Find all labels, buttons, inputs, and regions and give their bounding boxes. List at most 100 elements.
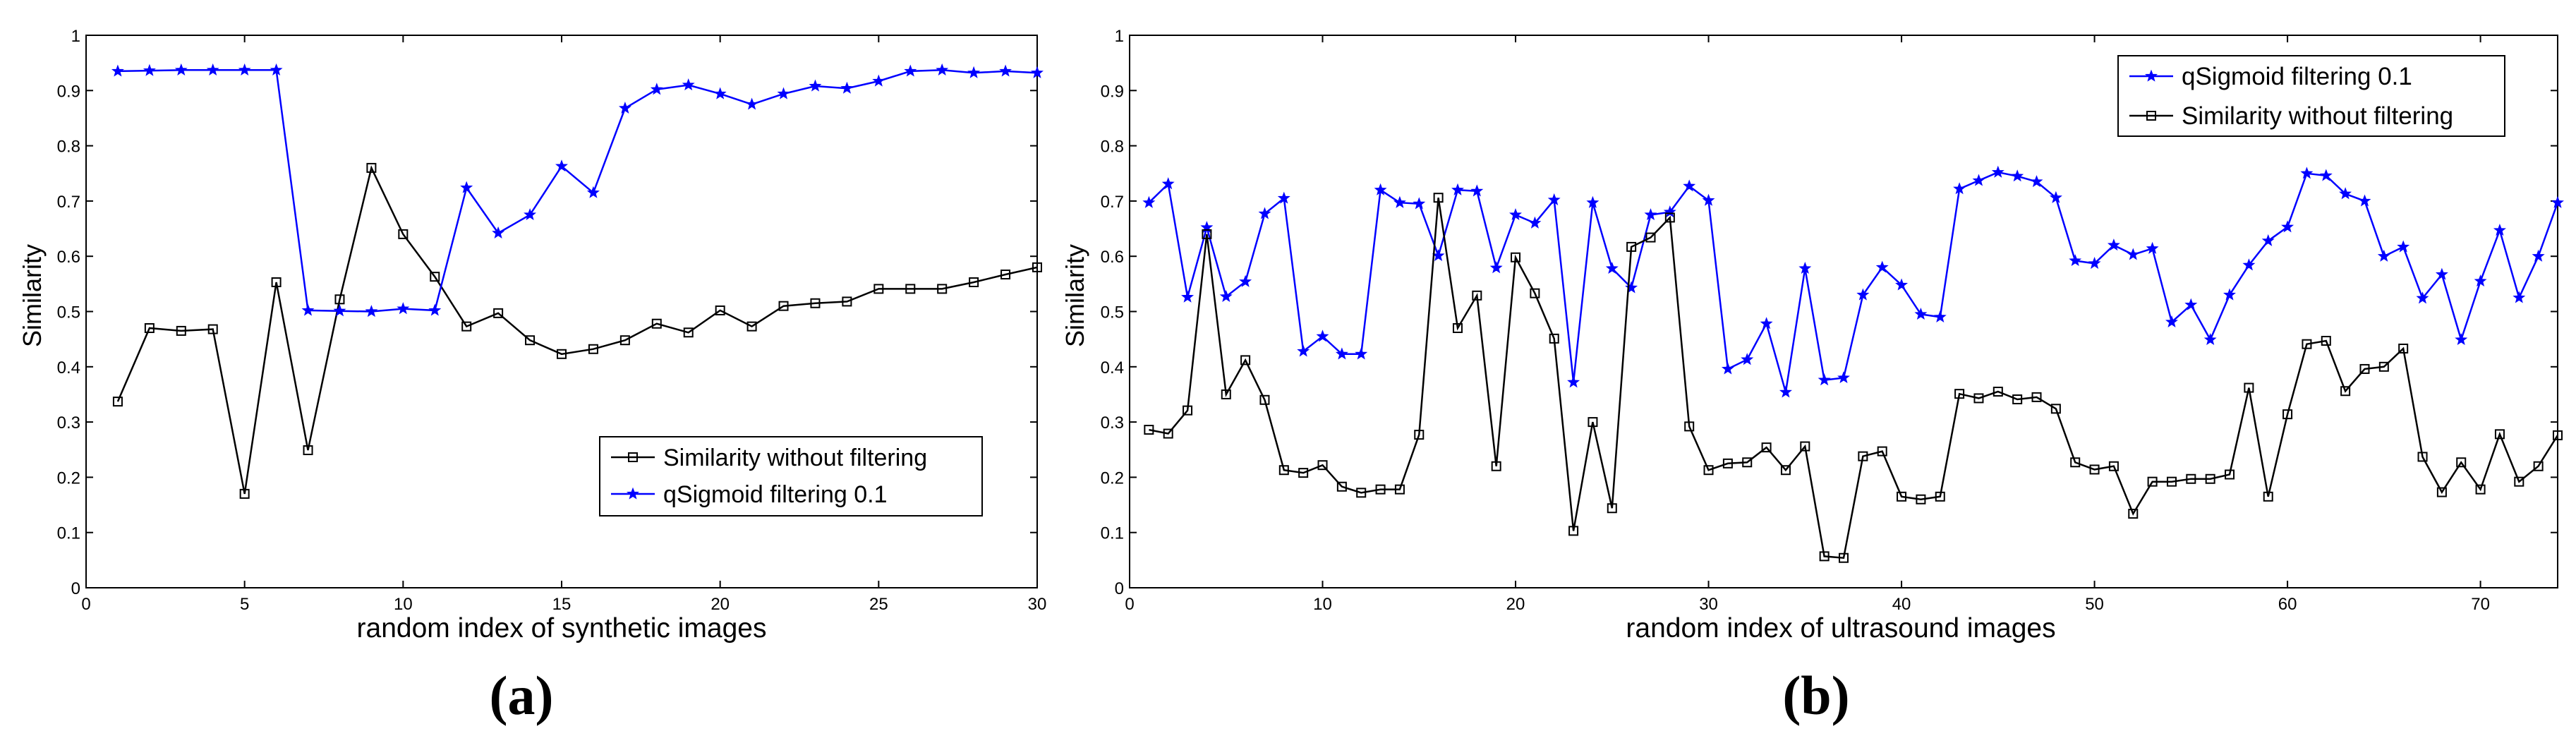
data-point <box>2070 457 2081 468</box>
data-point <box>1683 179 1696 192</box>
data-point <box>1972 174 1985 186</box>
data-point <box>2455 332 2468 346</box>
data-point <box>1916 494 1926 505</box>
x-tick-label: 15 <box>552 595 572 614</box>
data-point <box>1278 465 1289 476</box>
data-point <box>1954 389 1965 399</box>
data-point <box>2050 404 2061 414</box>
data-point <box>967 66 981 78</box>
data-point <box>1375 484 1386 495</box>
data-point <box>2012 394 2023 404</box>
data-point <box>1645 232 1656 243</box>
data-point <box>1202 229 1212 239</box>
data-point <box>1163 428 1173 439</box>
data-point <box>1973 393 1984 404</box>
data-point <box>1742 457 1753 468</box>
data-point <box>334 294 345 305</box>
series-line <box>1149 198 2559 560</box>
y-tick-label: 0.3 <box>1101 413 1124 433</box>
x-tick-label: 0 <box>81 595 90 614</box>
data-point <box>1703 465 1714 476</box>
x-tick-label: 40 <box>1892 595 1911 614</box>
data-point <box>2377 249 2390 262</box>
data-point <box>2533 461 2544 471</box>
data-point <box>1183 405 1193 416</box>
data-point <box>270 63 283 76</box>
data-point <box>2127 248 2140 260</box>
data-point <box>1702 193 1715 206</box>
data-point <box>1549 333 1559 344</box>
data-point <box>872 74 885 87</box>
data-point <box>2128 509 2139 519</box>
data-point <box>1000 270 1011 280</box>
data-point <box>715 305 725 315</box>
data-point <box>493 308 504 318</box>
legend-label: Similarity without filtering <box>663 445 927 471</box>
data-point <box>239 488 250 499</box>
panel-label: (a) <box>490 665 554 726</box>
data-point <box>809 79 822 92</box>
y-tick-label: 0 <box>1115 579 1124 598</box>
x-tick-label: 30 <box>1699 595 1718 614</box>
data-point <box>1586 195 1600 208</box>
data-point <box>650 83 663 95</box>
data-point <box>2551 195 2564 208</box>
y-tick-label: 0.1 <box>57 524 80 543</box>
data-point <box>366 162 377 173</box>
data-point <box>2088 256 2101 270</box>
data-point <box>1452 322 1463 333</box>
data-point <box>1221 389 1231 399</box>
data-point <box>1798 261 1812 274</box>
data-point <box>2359 363 2370 374</box>
data-point <box>1568 526 1579 536</box>
y-tick-label: 0.5 <box>57 303 80 322</box>
data-point <box>1258 207 1271 219</box>
data-point <box>2281 220 2294 233</box>
data-point <box>1336 481 1347 492</box>
data-point <box>397 302 410 315</box>
chart-a: Similarity random index of synthetic ima… <box>18 27 1046 726</box>
data-point <box>2049 191 2062 203</box>
data-point <box>1259 394 1270 405</box>
data-point <box>1433 193 1444 203</box>
data-point <box>2358 194 2371 207</box>
data-point <box>271 277 282 288</box>
data-point <box>1374 183 1387 195</box>
data-point <box>2282 409 2293 420</box>
data-point <box>1761 442 1772 453</box>
data-point <box>2378 361 2389 372</box>
y-tick-label: 0.2 <box>1101 469 1124 488</box>
data-point <box>777 87 790 99</box>
data-point <box>1818 373 1831 386</box>
data-point <box>746 321 757 332</box>
data-point <box>2436 487 2447 497</box>
data-point <box>936 63 949 76</box>
data-point <box>1547 193 1561 205</box>
data-point <box>2107 238 2120 251</box>
legend-marker <box>2146 111 2156 121</box>
y-tick-label: 0.2 <box>57 469 80 488</box>
y-tick-label: 0.8 <box>1101 138 1124 157</box>
y-tick-label: 0.6 <box>1101 248 1124 267</box>
data-point <box>1819 551 1830 562</box>
data-point <box>969 277 979 288</box>
data-point <box>2475 484 2486 495</box>
data-point <box>2321 335 2331 346</box>
y-tick-label: 0.4 <box>57 358 80 378</box>
data-point <box>1721 362 1734 375</box>
data-point <box>2553 430 2563 440</box>
data-point <box>430 272 440 282</box>
data-point <box>682 78 695 91</box>
data-point <box>2512 291 2526 303</box>
data-point <box>1607 503 1617 514</box>
data-point <box>1664 212 1675 223</box>
x-tick-label: 50 <box>2085 595 2104 614</box>
data-point <box>111 64 124 77</box>
data-point <box>1316 330 1329 342</box>
series-line <box>116 165 1038 495</box>
data-point <box>2417 452 2428 462</box>
data-point <box>618 101 631 114</box>
data-point <box>1953 182 1966 195</box>
legend <box>2117 55 2505 137</box>
legend-marker <box>2145 69 2158 82</box>
